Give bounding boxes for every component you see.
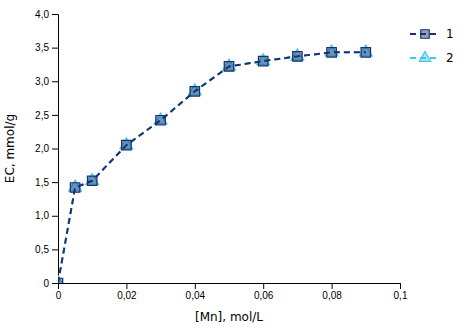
x-axis: 0 0,02 0,04 0,06 0,08 0,1 (56, 283, 408, 301)
marker (156, 116, 165, 125)
tick: 0,1 (394, 283, 408, 301)
tick-mark (332, 283, 333, 289)
plot: 0 0,02 0,04 0,06 0,08 0,1 0 0,5 1,0 1,5 2,0 2,5 3,0 3… (3, 9, 408, 324)
marker (293, 52, 302, 61)
marker (224, 62, 233, 71)
tick-label: 2,5 (35, 110, 49, 121)
tick-mark (52, 216, 58, 217)
tick-mark (52, 48, 58, 49)
tick-mark (52, 182, 58, 183)
tick-mark (400, 283, 401, 289)
y-axis: 0 0,5 1,0 1,5 2,0 2,5 3,0 3,5 4,0 (35, 9, 58, 289)
marker (70, 183, 79, 192)
marker (327, 48, 336, 57)
tick: 0 (43, 278, 58, 289)
tick-label: 0,08 (322, 290, 342, 301)
tick-mark (52, 149, 58, 150)
tick-mark (52, 14, 58, 15)
legend-item: 1 (410, 27, 454, 41)
tick: 0,5 (35, 244, 58, 255)
legend-marker (421, 30, 429, 38)
tick: 2,5 (35, 110, 58, 121)
tick: 3,0 (35, 76, 58, 87)
tick: 1,5 (35, 177, 58, 188)
legend-item: 2 (410, 51, 454, 65)
tick-label: 4,0 (35, 9, 49, 20)
tick-label: 0,06 (254, 290, 274, 301)
x-axis-title: [Mn], mol/L (195, 310, 263, 324)
tick-label: 1,5 (35, 177, 49, 188)
tick: 2,0 (35, 143, 58, 154)
tick-label: 1,0 (35, 210, 49, 221)
y-axis-title: EC, mmol/g (3, 114, 17, 183)
tick-label: 0 (43, 278, 49, 289)
marker (122, 140, 131, 149)
marker (87, 176, 96, 185)
tick: 1,0 (35, 210, 58, 221)
legend-marker (419, 51, 430, 61)
tick-mark (52, 81, 58, 82)
tick-label: 0,02 (117, 290, 137, 301)
tick-mark (52, 115, 58, 116)
tick-label: 3,0 (35, 76, 49, 87)
tick-label: 2,0 (35, 143, 49, 154)
legend-label: 2 (446, 51, 454, 65)
marker (58, 278, 63, 283)
tick: 0,04 (186, 283, 206, 301)
legend-label: 1 (446, 27, 454, 41)
tick-mark (126, 283, 127, 289)
tick-mark (263, 283, 264, 289)
tick: 0,08 (322, 283, 342, 301)
tick: 0 (56, 283, 62, 301)
tick: 3,5 (35, 42, 58, 53)
tick: 4,0 (35, 9, 58, 20)
marker (190, 87, 199, 96)
marker (361, 48, 370, 57)
line (58, 52, 366, 283)
tick-mark (52, 283, 58, 284)
legend: 12 (410, 27, 454, 65)
tick-mark (52, 249, 58, 250)
tick-label: 3,5 (35, 42, 49, 53)
line (58, 52, 366, 283)
tick-label: 0,5 (35, 244, 49, 255)
tick-label: 0,1 (394, 290, 408, 301)
tick: 0,02 (117, 283, 137, 301)
tick-label: 0,04 (186, 290, 206, 301)
tick: 0,06 (254, 283, 274, 301)
tick-label: 0 (56, 290, 62, 301)
chart: 0 0,02 0,04 0,06 0,08 0,1 0 0,5 1,0 1,5 2,0 2,5 3,0 3… (0, 0, 470, 329)
marker (258, 56, 267, 65)
axis-line (52, 15, 59, 284)
marks (58, 45, 372, 283)
tick-mark (195, 283, 196, 289)
axis-line (59, 284, 401, 290)
